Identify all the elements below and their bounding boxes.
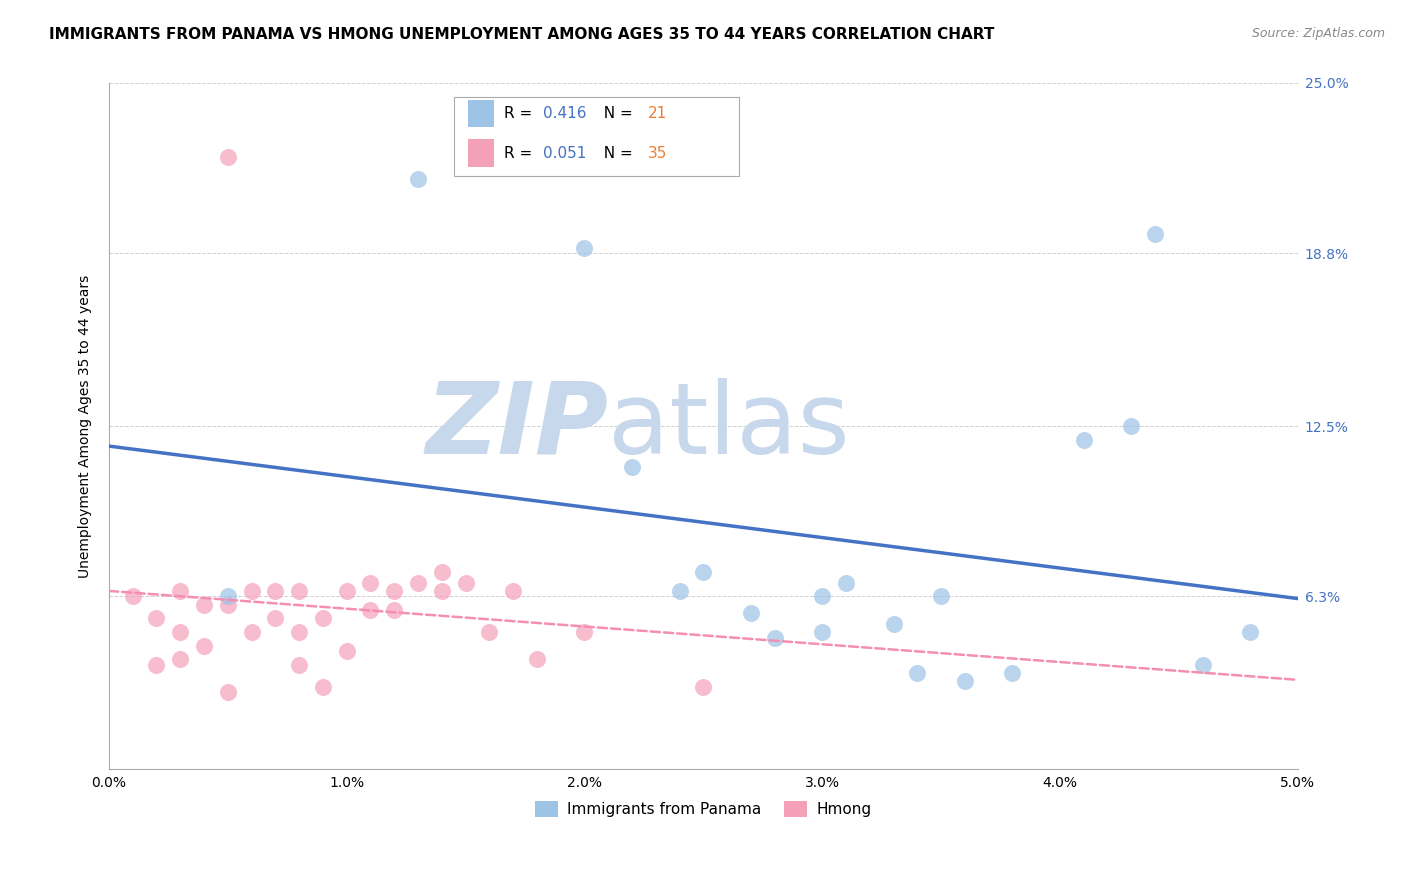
Text: 0.416: 0.416: [543, 106, 586, 121]
Point: [240, 583, 263, 598]
FancyBboxPatch shape: [454, 96, 740, 176]
Point: [621, 460, 644, 475]
Point: [502, 583, 524, 598]
Point: [382, 603, 405, 617]
Text: N =: N =: [593, 145, 637, 161]
Point: [835, 575, 858, 590]
Point: [217, 590, 239, 604]
Text: Source: ZipAtlas.com: Source: ZipAtlas.com: [1251, 27, 1385, 40]
Point: [288, 583, 311, 598]
Point: [336, 644, 359, 658]
Point: [336, 583, 359, 598]
Text: R =: R =: [503, 145, 537, 161]
Point: [1144, 227, 1167, 241]
Text: ZIP: ZIP: [425, 377, 609, 475]
Legend: Immigrants from Panama, Hmong: Immigrants from Panama, Hmong: [529, 796, 877, 823]
Text: N =: N =: [593, 106, 637, 121]
Point: [145, 611, 167, 625]
Point: [574, 241, 596, 255]
Text: R =: R =: [503, 106, 537, 121]
Y-axis label: Unemployment Among Ages 35 to 44 years: Unemployment Among Ages 35 to 44 years: [79, 275, 93, 578]
Point: [526, 652, 548, 666]
Point: [1239, 625, 1261, 640]
Point: [382, 583, 405, 598]
Point: [668, 583, 690, 598]
Point: [359, 575, 381, 590]
FancyBboxPatch shape: [468, 139, 494, 167]
Point: [288, 625, 311, 640]
Point: [240, 625, 263, 640]
Point: [953, 674, 976, 689]
Point: [193, 639, 215, 653]
Point: [121, 590, 143, 604]
Point: [217, 150, 239, 164]
FancyBboxPatch shape: [468, 100, 494, 128]
Text: 21: 21: [648, 106, 666, 121]
Point: [692, 565, 714, 579]
Point: [1191, 657, 1213, 672]
Text: atlas: atlas: [609, 377, 849, 475]
Point: [312, 680, 335, 694]
Point: [811, 590, 834, 604]
Point: [740, 606, 762, 620]
Point: [1073, 433, 1095, 447]
Text: 0.051: 0.051: [543, 145, 586, 161]
Point: [811, 625, 834, 640]
Point: [574, 625, 596, 640]
Point: [1121, 419, 1143, 434]
Point: [430, 565, 453, 579]
Point: [169, 652, 191, 666]
Point: [264, 583, 287, 598]
Text: IMMIGRANTS FROM PANAMA VS HMONG UNEMPLOYMENT AMONG AGES 35 TO 44 YEARS CORRELATI: IMMIGRANTS FROM PANAMA VS HMONG UNEMPLOY…: [49, 27, 994, 42]
Point: [217, 685, 239, 699]
Point: [692, 680, 714, 694]
Point: [430, 583, 453, 598]
Point: [905, 666, 928, 681]
Point: [406, 575, 429, 590]
Point: [145, 657, 167, 672]
Point: [478, 625, 501, 640]
Point: [883, 616, 905, 631]
Point: [763, 631, 786, 645]
Point: [169, 583, 191, 598]
Point: [217, 598, 239, 612]
Point: [193, 598, 215, 612]
Point: [454, 575, 477, 590]
Text: 35: 35: [648, 145, 666, 161]
Point: [264, 611, 287, 625]
Point: [312, 611, 335, 625]
Point: [929, 590, 952, 604]
Point: [288, 657, 311, 672]
Point: [169, 625, 191, 640]
Point: [359, 603, 381, 617]
Point: [406, 172, 429, 186]
Point: [1001, 666, 1024, 681]
